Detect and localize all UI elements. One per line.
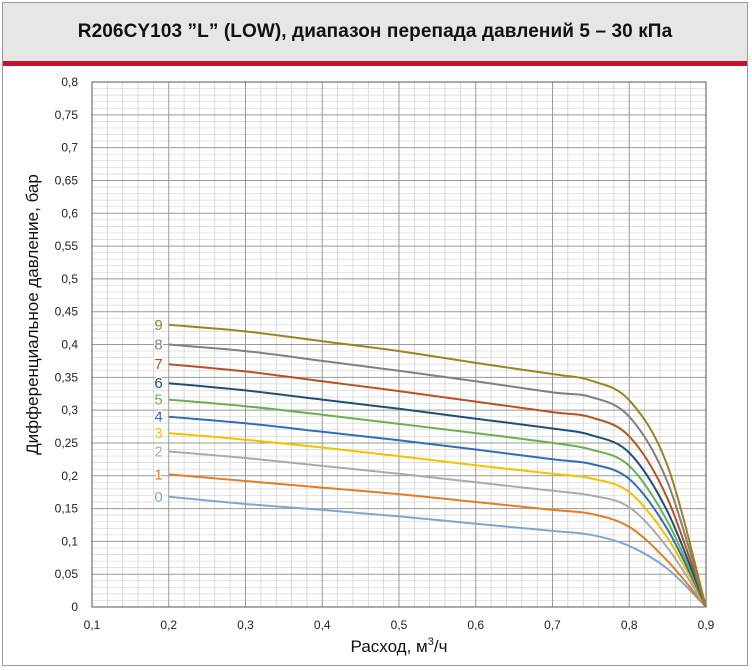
x-tick-label: 0,5: [391, 618, 408, 632]
x-tick-label: 0,7: [544, 618, 561, 632]
series-line-0: [168, 495, 707, 608]
y-tick-label: 0,4: [61, 338, 78, 352]
series-label-2: 2: [154, 443, 162, 460]
series-label-0: 0: [154, 489, 162, 506]
y-tick-label: 0,65: [55, 173, 79, 187]
x-axis-title-tail: /ч: [434, 637, 448, 656]
x-tick-label: 0,2: [160, 618, 177, 632]
x-tick-label: 0,9: [698, 618, 715, 632]
series-line-3: [168, 432, 707, 608]
y-tick-label: 0,8: [61, 75, 78, 89]
series-line-2: [168, 450, 707, 608]
header-bar: R206CY103 ”L” (LOW), диапазон перепада д…: [3, 3, 747, 61]
y-tick-label: 0,6: [61, 206, 78, 220]
y-tick-label: 0,55: [55, 239, 79, 253]
y-tick-label: 0,75: [55, 108, 79, 122]
y-tick-label: 0,35: [55, 370, 79, 384]
x-tick-label: 0,8: [621, 618, 638, 632]
accent-bar: [3, 61, 747, 66]
y-tick-label: 0: [71, 600, 78, 614]
y-axis-title: Дифференциальное давление, бар: [23, 174, 42, 455]
series-line-1: [168, 473, 707, 608]
x-axis-title: Расход, м3/ч: [351, 636, 448, 656]
x-tick-label: 0,3: [237, 618, 254, 632]
y-tick-label: 0,45: [55, 305, 79, 319]
series-label-8: 8: [154, 337, 162, 354]
y-tick-labels: 0 0,05 0,1 0,15 0,2 0,25 0,3 0,35 0,4 0,45 0,5 0,55…: [55, 75, 79, 614]
y-tick-label: 0,7: [61, 141, 78, 155]
y-tick-label: 0,3: [61, 403, 78, 417]
series-label-6: 6: [154, 375, 162, 392]
series-label-1: 1: [154, 466, 162, 483]
series-line-8: [168, 343, 707, 608]
y-tick-label: 0,1: [61, 534, 78, 548]
y-tick-label: 0,05: [55, 567, 79, 581]
page-title: R206CY103 ”L” (LOW), диапазон перепада д…: [77, 21, 673, 42]
series-line-5: [168, 398, 707, 608]
x-axis-title-sup: 3: [428, 636, 434, 648]
y-tick-label: 0,5: [61, 272, 78, 286]
series-line-6: [168, 382, 707, 608]
series-label-9: 9: [154, 317, 162, 334]
series-line-4: [168, 415, 707, 608]
y-tick-label: 0,15: [55, 502, 79, 516]
y-tick-label: 0,25: [55, 436, 79, 450]
x-tick-label: 0,4: [314, 618, 331, 632]
series-line-7: [168, 363, 707, 608]
series-lines: [168, 323, 707, 608]
y-tick-label: 0,2: [61, 469, 78, 483]
series-label-3: 3: [154, 425, 162, 442]
series-line-9: [168, 323, 707, 608]
x-tick-label: 0,1: [84, 618, 101, 632]
x-tick-label: 0,6: [467, 618, 484, 632]
x-axis-title-main: Расход, м: [351, 637, 428, 656]
series-label-4: 4: [154, 409, 162, 426]
series-label-5: 5: [154, 392, 162, 409]
x-tick-labels: 0,1 0,2 0,3 0,4 0,5 0,6 0,7 0,8 0,9: [84, 618, 715, 632]
plot-border: [91, 81, 707, 608]
series-label-7: 7: [154, 356, 162, 373]
